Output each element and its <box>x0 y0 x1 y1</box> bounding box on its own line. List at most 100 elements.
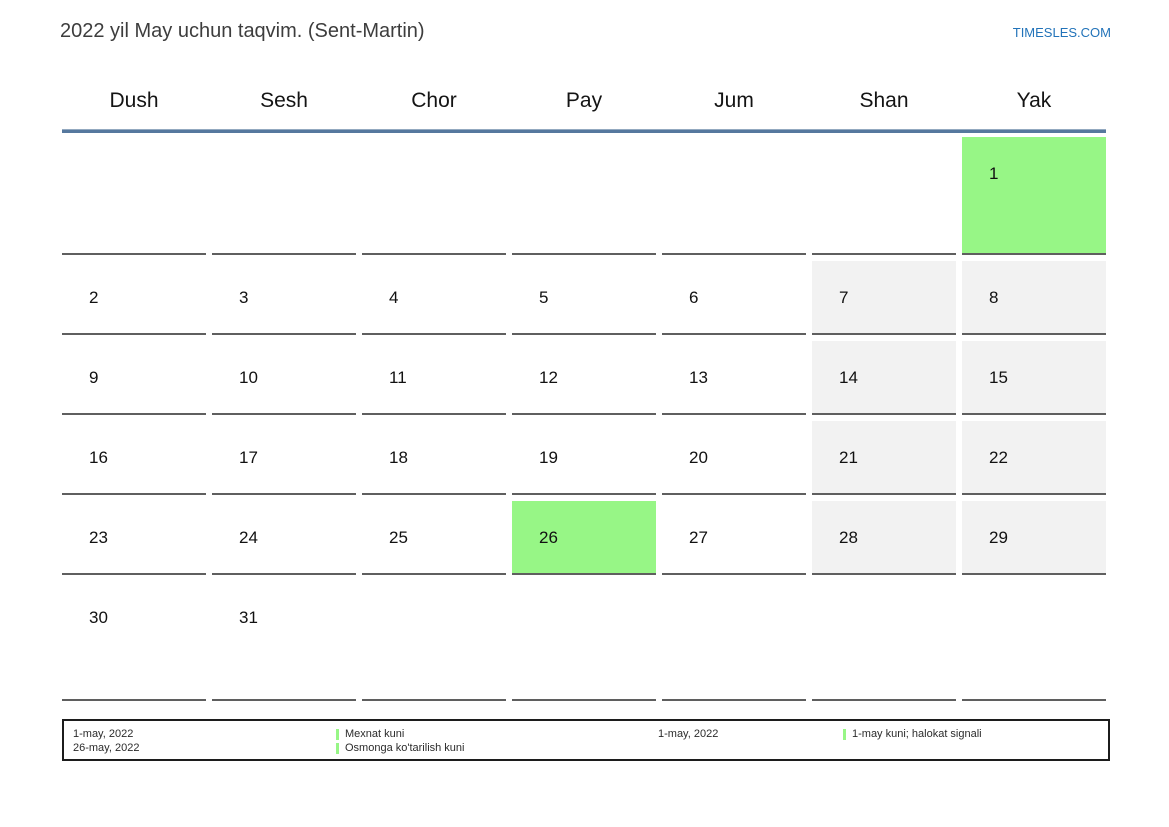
day-cell-14: 14 <box>812 341 956 415</box>
day-cell-empty <box>512 581 656 701</box>
day-number: 23 <box>89 528 108 547</box>
day-number: 19 <box>539 448 558 467</box>
day-number: 4 <box>389 288 399 307</box>
day-cell-12: 12 <box>512 341 656 415</box>
day-cell-15: 15 <box>962 341 1106 415</box>
day-cell-23: 23 <box>62 501 206 575</box>
weekday-pay: Pay <box>565 89 603 112</box>
day-number: 15 <box>989 368 1008 387</box>
weekday-header-row: Dush Sesh Chor Pay Jum Shan Yak <box>62 73 1106 129</box>
day-cell-empty <box>662 137 806 255</box>
day-cell-empty <box>812 137 956 255</box>
day-number: 14 <box>839 368 858 387</box>
weekday-sesh: Sesh <box>260 89 308 112</box>
page-title: 2022 yil May uchun taqvim. (Sent-Martin) <box>60 20 425 42</box>
day-cell-5: 5 <box>512 261 656 335</box>
legend-holiday-names: Mexnat kuni Osmonga ko'tarilish kuni <box>336 727 465 755</box>
day-cell-17: 17 <box>212 421 356 495</box>
day-cell-empty <box>812 581 956 701</box>
day-number: 11 <box>389 368 407 387</box>
weekday-dush: Dush <box>109 89 159 112</box>
day-number: 2 <box>89 288 99 307</box>
day-number: 1 <box>989 164 999 183</box>
calendar-grid: 1 2 3 4 5 6 7 8 9 10 11 12 13 14 15 16 17 18 19 20 21 22 23 24 2… <box>62 137 1106 701</box>
day-cell-13: 13 <box>662 341 806 415</box>
weekday-jum: Jum <box>714 89 754 112</box>
day-cell-6: 6 <box>662 261 806 335</box>
day-number: 24 <box>239 528 258 547</box>
holiday-marker-icon <box>336 728 339 740</box>
day-cell-7: 7 <box>812 261 956 335</box>
legend-box: 1-may, 2022 26-may, 2022 Mexnat kuni Osm… <box>62 719 1110 761</box>
legend-date: 1-may, 2022 <box>658 728 719 740</box>
day-number: 13 <box>689 368 708 387</box>
day-number: 9 <box>89 368 99 387</box>
day-number: 10 <box>239 368 258 387</box>
day-cell-20: 20 <box>662 421 806 495</box>
day-cell-empty <box>962 581 1106 701</box>
legend-item: 1-may kuni; halokat signali <box>843 727 982 741</box>
legend-dates: 1-may, 2022 26-may, 2022 <box>73 727 139 755</box>
day-number: 20 <box>689 448 708 467</box>
legend-item: Mexnat kuni <box>336 727 465 741</box>
calendar-week-row: 1 <box>62 137 1106 255</box>
weekday-chor: Chor <box>411 89 457 112</box>
calendar-week-row: 2 3 4 5 6 7 8 <box>62 261 1106 335</box>
day-cell-empty <box>362 581 506 701</box>
day-cell-16: 16 <box>62 421 206 495</box>
holiday-marker-icon <box>843 728 846 740</box>
day-number: 6 <box>689 288 699 307</box>
day-number: 28 <box>839 528 858 547</box>
day-number: 18 <box>389 448 408 467</box>
day-cell-empty <box>512 137 656 255</box>
day-cell-9: 9 <box>62 341 206 415</box>
day-number: 12 <box>539 368 558 387</box>
day-cell-21: 21 <box>812 421 956 495</box>
day-cell-3: 3 <box>212 261 356 335</box>
day-number: 21 <box>839 448 858 467</box>
day-number: 26 <box>539 528 558 547</box>
day-cell-empty <box>62 137 206 255</box>
day-cell-28: 28 <box>812 501 956 575</box>
day-cell-empty <box>662 581 806 701</box>
legend-item: Osmonga ko'tarilish kuni <box>336 741 465 755</box>
day-number: 31 <box>239 608 258 627</box>
legend-label: Mexnat kuni <box>345 728 405 740</box>
legend-label: 1-may kuni; halokat signali <box>852 728 982 740</box>
day-cell-27: 27 <box>662 501 806 575</box>
day-number: 8 <box>989 288 999 307</box>
day-cell-19: 19 <box>512 421 656 495</box>
day-number: 22 <box>989 448 1008 467</box>
weekday-shan: Shan <box>859 89 909 112</box>
header-underline <box>62 129 1106 133</box>
calendar-week-row: 9 10 11 12 13 14 15 <box>62 341 1106 415</box>
day-cell-18: 18 <box>362 421 506 495</box>
day-cell-4: 4 <box>362 261 506 335</box>
day-number: 3 <box>239 288 249 307</box>
day-number: 5 <box>539 288 549 307</box>
day-cell-8: 8 <box>962 261 1106 335</box>
day-cell-empty <box>212 137 356 255</box>
day-cell-30: 30 <box>62 581 206 701</box>
legend-date: 1-may, 2022 <box>73 728 134 740</box>
day-number: 30 <box>89 608 108 627</box>
day-number: 27 <box>689 528 708 547</box>
day-cell-24: 24 <box>212 501 356 575</box>
day-cell-26: 26 <box>512 501 656 575</box>
top-bar: 2022 yil May uchun taqvim. (Sent-Martin)… <box>0 0 1169 43</box>
holiday-marker-icon <box>336 742 339 754</box>
day-cell-10: 10 <box>212 341 356 415</box>
day-number: 7 <box>839 288 849 307</box>
day-cell-31: 31 <box>212 581 356 701</box>
site-link[interactable]: TIMESLES.COM <box>1012 25 1111 40</box>
legend-label: Osmonga ko'tarilish kuni <box>345 742 465 754</box>
weekday-yak: Yak <box>1016 89 1052 112</box>
day-cell-2: 2 <box>62 261 206 335</box>
day-number: 16 <box>89 448 108 467</box>
day-cell-empty <box>362 137 506 255</box>
day-cell-29: 29 <box>962 501 1106 575</box>
day-cell-1: 1 <box>962 137 1106 255</box>
calendar-week-row: 23 24 25 26 27 28 29 <box>62 501 1106 575</box>
day-number: 25 <box>389 528 408 547</box>
